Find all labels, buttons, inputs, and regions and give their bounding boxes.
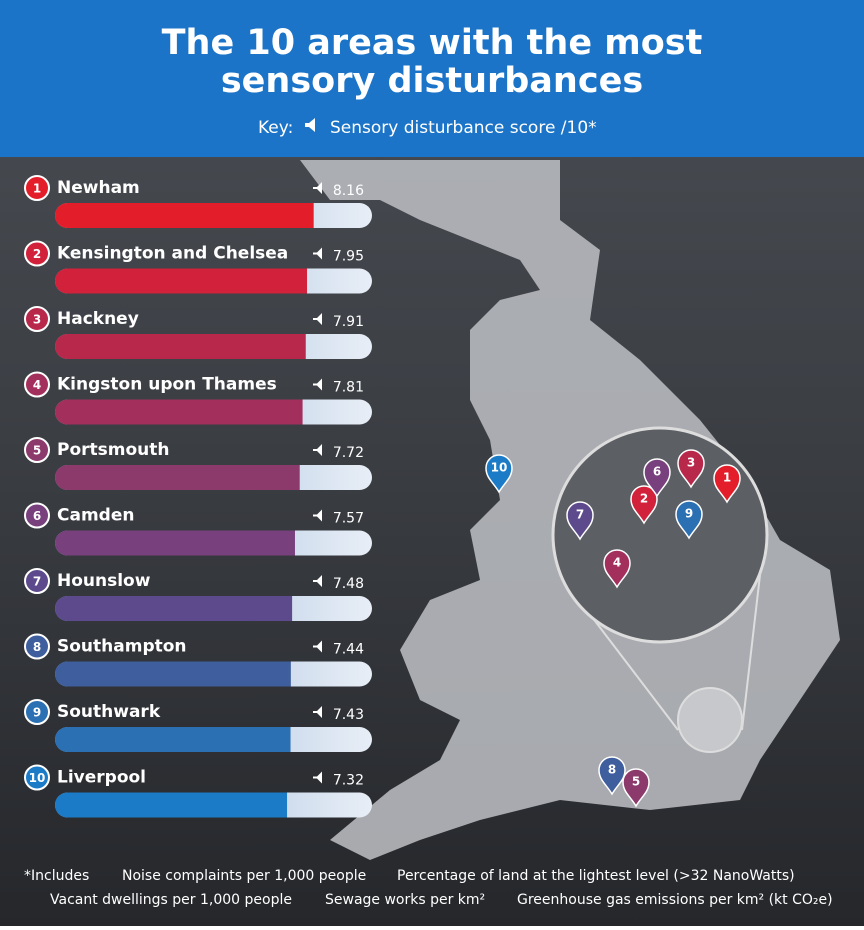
category-label: Hackney [57, 309, 139, 329]
speaker-icon [313, 640, 322, 653]
rank-badge [24, 502, 50, 529]
value-label: 7.57 [333, 511, 364, 527]
category-label: Kingston upon Thames [57, 375, 277, 395]
title-line: The 10 areas with the most [162, 23, 703, 63]
value-label: 7.44 [333, 642, 364, 658]
bar [55, 727, 291, 752]
speaker-icon [313, 378, 322, 391]
rank-number: 9 [33, 706, 41, 720]
category-label: Newham [57, 178, 140, 198]
map-pin [603, 549, 631, 589]
map-pin [677, 449, 705, 489]
rank-badge [24, 764, 50, 791]
footnote: Percentage of land at the lightest level… [397, 868, 795, 884]
key-text: Sensory disturbance score /10* [330, 118, 597, 138]
speaker-icon [313, 182, 322, 194]
bar [55, 661, 291, 687]
bar-chart: 1 Newham 8.16 2 Kensington and Chelsea 7.95 3 H… [24, 175, 372, 818]
footnote: Sewage works per km² [325, 892, 485, 908]
map-pin [630, 485, 658, 525]
title-line: sensory disturbances [221, 61, 643, 101]
footnote: Vacant dwellings per 1,000 people [50, 892, 292, 908]
bar [55, 268, 308, 294]
bar [55, 203, 314, 228]
key-label: Key: [258, 118, 293, 138]
footnote-intro: *Includes [24, 868, 89, 884]
bar [55, 399, 303, 425]
category-label: Camden [57, 506, 134, 526]
speaker-icon [313, 313, 322, 325]
pin-number: 9 [685, 507, 693, 521]
pin-number: 10 [491, 461, 508, 475]
bar [55, 596, 293, 621]
speaker-icon [313, 706, 322, 718]
rank-badge [24, 240, 50, 267]
pin-number: 4 [613, 556, 621, 570]
value-label: 7.91 [333, 314, 364, 330]
rank-number: 10 [29, 771, 46, 785]
pin-number: 7 [576, 508, 584, 522]
value-label: 7.95 [333, 249, 364, 265]
rank-badge [24, 175, 50, 201]
bar [55, 465, 300, 490]
rank-number: 7 [33, 575, 41, 589]
pin-number: 8 [608, 763, 616, 777]
category-label: Southwark [57, 702, 161, 722]
footnote: Greenhouse gas emissions per km² (kt CO₂… [517, 892, 833, 908]
value-label: 7.72 [333, 445, 364, 461]
map-pin [566, 501, 594, 541]
pin-number: 5 [632, 775, 640, 789]
rank-number: 3 [33, 313, 41, 327]
rank-number: 5 [33, 444, 41, 458]
rank-badge [24, 306, 50, 332]
category-label: Hounslow [57, 571, 151, 591]
pin-number: 3 [687, 456, 695, 470]
value-label: 7.43 [333, 707, 364, 723]
pin-number: 2 [640, 492, 648, 506]
value-label: 7.32 [333, 773, 364, 789]
map-pin [622, 768, 650, 808]
pin-number: 6 [653, 465, 661, 479]
value-label: 7.48 [333, 576, 364, 592]
bar [55, 792, 288, 818]
map-pin [675, 500, 703, 540]
footnote: Noise complaints per 1,000 people [122, 868, 366, 884]
speaker-icon [305, 118, 315, 132]
pin-number: 1 [723, 471, 731, 485]
header [0, 0, 864, 157]
value-label: 7.81 [333, 380, 364, 396]
map-pin [643, 458, 671, 498]
value-label: 8.16 [333, 183, 364, 199]
category-label: Liverpool [57, 768, 146, 788]
speaker-icon [313, 575, 322, 587]
rank-number: 8 [33, 640, 41, 654]
rank-badge [24, 568, 50, 594]
category-label: Kensington and Chelsea [57, 244, 288, 264]
speaker-icon [313, 444, 322, 456]
category-label: Portsmouth [57, 440, 170, 460]
map-zoom [551, 426, 769, 753]
category-label: Southampton [57, 637, 187, 657]
map-pins: 1 2 3 4 5 6 7 8 9 10 [485, 449, 741, 808]
rank-badge [24, 699, 50, 725]
bar [55, 334, 306, 359]
map-pin [598, 756, 626, 796]
speaker-icon [313, 771, 322, 784]
speaker-icon [313, 247, 322, 260]
rank-badge [24, 437, 50, 463]
rank-badge [24, 371, 50, 398]
speaker-icon [313, 509, 322, 522]
map-pin [485, 454, 513, 494]
rank-badge [24, 633, 50, 660]
map-pin [713, 464, 741, 504]
rank-number: 2 [33, 247, 41, 261]
rank-number: 4 [33, 378, 41, 392]
rank-number: 1 [33, 182, 41, 196]
rank-number: 6 [33, 509, 41, 523]
bar [55, 530, 295, 556]
